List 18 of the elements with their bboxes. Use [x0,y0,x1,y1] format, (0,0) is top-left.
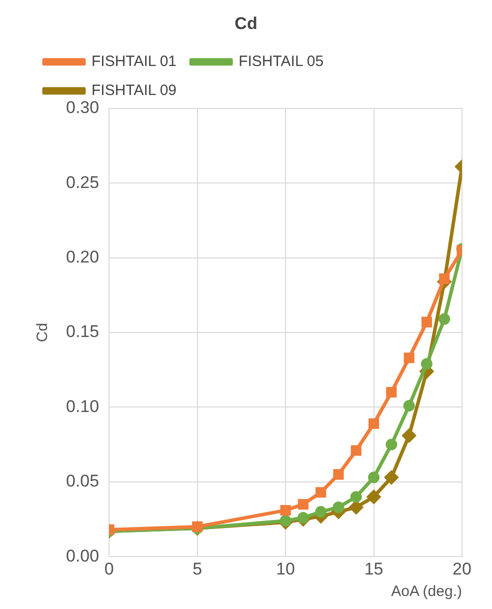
y-tick-label: 0.00 [66,546,100,566]
y-tick-label: 0.20 [66,247,100,266]
x-tick-label: 15 [364,559,384,578]
x-tick-label: 10 [276,559,296,578]
y-tick-label: 0.05 [66,472,100,491]
legend-label: FISHTAIL 05 [238,53,324,70]
chart-title: Cd [234,14,258,33]
y-tick-label: 0.10 [66,396,100,416]
x-tick-label: 5 [192,559,202,578]
x-axis-title: AoA (deg.) [391,583,462,600]
legend-label: FISHTAIL 09 [92,82,177,100]
legend-label: FISHTAIL 01 [92,53,177,70]
x-tick-label: 0 [104,559,114,578]
y-tick-label: 0.15 [66,322,100,342]
y-tick-label: 0.25 [66,172,100,192]
y-axis-title: Cd [34,322,52,342]
y-tick-label: 0.30 [66,98,100,118]
x-tick-label: 20 [452,559,472,578]
